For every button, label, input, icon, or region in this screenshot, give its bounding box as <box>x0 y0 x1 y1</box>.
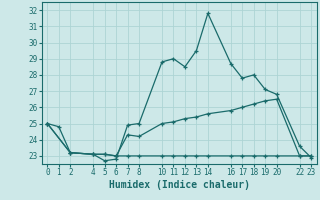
X-axis label: Humidex (Indice chaleur): Humidex (Indice chaleur) <box>109 180 250 190</box>
